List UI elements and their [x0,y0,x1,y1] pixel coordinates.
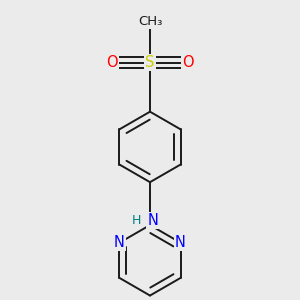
Text: CH₃: CH₃ [138,15,162,28]
Text: O: O [106,55,118,70]
Text: S: S [145,55,155,70]
Text: H: H [132,214,141,227]
Text: N: N [114,235,125,250]
Text: O: O [182,55,194,70]
Text: N: N [175,235,186,250]
Text: N: N [147,213,158,228]
